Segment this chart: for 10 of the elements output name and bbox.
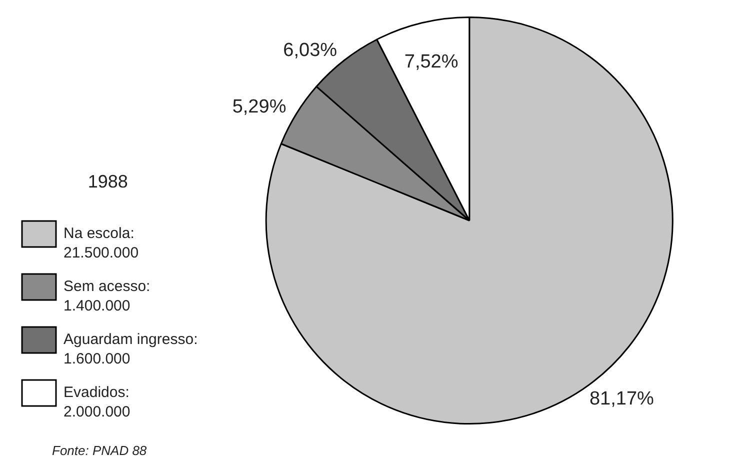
data-label: 5,29% [232,96,286,118]
data-label: 81,17% [589,388,654,410]
legend-label: Evadidos: 2.000.000 [64,384,130,421]
data-label: 6,03% [283,40,338,61]
legend-title: 1988 [88,171,128,192]
data-label: 7,52% [404,52,458,73]
legend-label: Sem acesso: 1.400.000 [64,278,150,315]
legend-label: Na escola: 21.500.000 [64,225,139,262]
source-note: Fonte: PNAD 88 [52,443,148,458]
legend-label: Aguardam ingresso: 1.600.000 [64,331,198,368]
